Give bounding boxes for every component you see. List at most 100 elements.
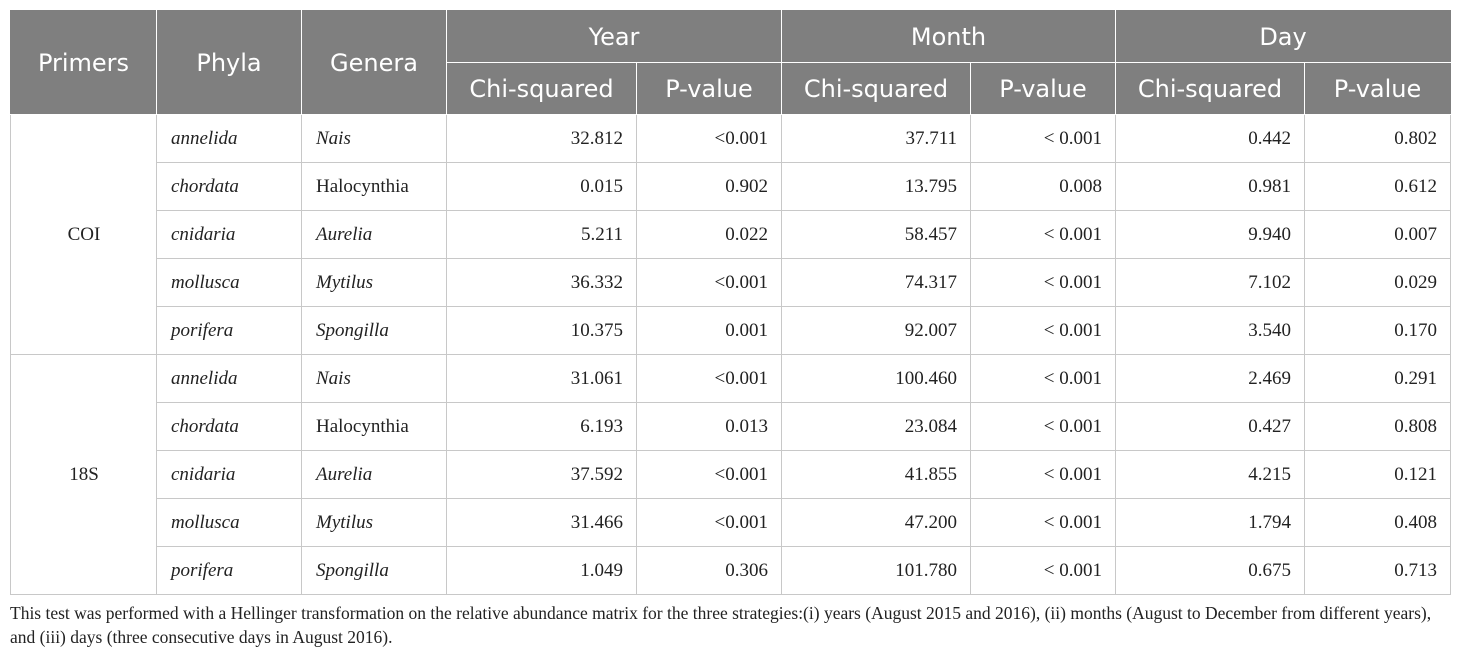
phylum-cell: chordata [156, 162, 302, 211]
day-p-value-cell: 0.170 [1304, 306, 1452, 355]
genus-cell: Nais [301, 354, 447, 403]
phylum-cell: porifera [156, 306, 302, 355]
table-row: chordata Halocynthia 0.015 0.902 13.795 0.008… [11, 162, 1452, 211]
day-p-value-cell: 0.007 [1304, 210, 1452, 259]
month-p-value-cell: < 0.001 [969, 546, 1117, 595]
day-chi-squared-cell: 0.675 [1115, 546, 1306, 595]
day-chi-squared-cell: 0.442 [1115, 114, 1306, 163]
year-p-value-cell: 0.306 [636, 546, 782, 595]
phylum-cell: cnidaria [156, 210, 302, 259]
day-chi-squared-cell: 0.981 [1115, 162, 1306, 211]
month-chi-squared-cell: 58.457 [781, 210, 971, 259]
table-header: Primers Phyla Genera Year Month Day Chi-… [10, 10, 1452, 115]
header-year-chi-squared: Chi-squared [446, 62, 637, 115]
month-p-value-cell: < 0.001 [969, 450, 1117, 499]
month-chi-squared-cell: 74.317 [781, 258, 971, 307]
genus-cell: Aurelia [301, 210, 447, 259]
day-chi-squared-cell: 0.427 [1115, 402, 1306, 451]
genus-cell: Halocynthia [301, 162, 447, 211]
table-row: chordata Halocynthia 6.193 0.013 23.084 < 0.0… [11, 402, 1452, 451]
year-p-value-cell: 0.022 [636, 210, 782, 259]
day-p-value-cell: 0.713 [1304, 546, 1452, 595]
header-day-chi-squared: Chi-squared [1115, 62, 1306, 115]
day-p-value-cell: 0.808 [1304, 402, 1452, 451]
table-container: Primers Phyla Genera Year Month Day Chi-… [10, 10, 1452, 649]
day-chi-squared-cell: 9.940 [1115, 210, 1306, 259]
day-chi-squared-cell: 3.540 [1115, 306, 1306, 355]
primer-cell: COI [10, 114, 157, 355]
year-chi-squared-cell: 6.193 [446, 402, 637, 451]
year-p-value-cell: <0.001 [636, 258, 782, 307]
year-p-value-cell: <0.001 [636, 498, 782, 547]
year-p-value-cell: 0.013 [636, 402, 782, 451]
phylum-cell: annelida [156, 114, 302, 163]
year-chi-squared-cell: 31.061 [446, 354, 637, 403]
year-chi-squared-cell: 1.049 [446, 546, 637, 595]
month-chi-squared-cell: 100.460 [781, 354, 971, 403]
header-month-p-value: P-value [969, 62, 1117, 115]
month-p-value-cell: 0.008 [969, 162, 1117, 211]
day-chi-squared-cell: 7.102 [1115, 258, 1306, 307]
table-row: porifera Spongilla 10.375 0.001 92.007 < 0.00… [11, 306, 1452, 355]
day-chi-squared-cell: 2.469 [1115, 354, 1306, 403]
table-footnote: This test was performed with a Hellinger… [10, 603, 1432, 647]
genus-cell: Aurelia [301, 450, 447, 499]
month-chi-squared-cell: 47.200 [781, 498, 971, 547]
header-day-p-value: P-value [1304, 62, 1452, 115]
phylum-cell: chordata [156, 402, 302, 451]
table-row: 18S annelida Nais 31.061 <0.001 100.460 < 0.00… [10, 354, 1452, 595]
header-genera: Genera [301, 10, 447, 115]
month-p-value-cell: < 0.001 [969, 498, 1117, 547]
month-p-value-cell: < 0.001 [969, 210, 1117, 259]
table-row: porifera Spongilla 1.049 0.306 101.780 < 0.00… [11, 546, 1452, 595]
month-chi-squared-cell: 41.855 [781, 450, 971, 499]
day-p-value-cell: 0.291 [1304, 354, 1452, 403]
header-year-p-value: P-value [636, 62, 782, 115]
table-row: mollusca Mytilus 36.332 <0.001 74.317 < 0.001… [11, 258, 1452, 307]
year-chi-squared-cell: 10.375 [446, 306, 637, 355]
month-p-value-cell: < 0.001 [969, 354, 1117, 403]
header-phyla: Phyla [156, 10, 302, 115]
month-chi-squared-cell: 92.007 [781, 306, 971, 355]
genus-cell: Nais [301, 114, 447, 163]
day-p-value-cell: 0.121 [1304, 450, 1452, 499]
table-row: COI annelida Nais 32.812 <0.001 37.711 < 0.001… [10, 114, 1452, 355]
phylum-cell: mollusca [156, 498, 302, 547]
month-p-value-cell: < 0.001 [969, 402, 1117, 451]
header-month: Month [780, 10, 1117, 63]
year-chi-squared-cell: 32.812 [446, 114, 637, 163]
month-chi-squared-cell: 37.711 [781, 114, 971, 163]
month-chi-squared-cell: 13.795 [781, 162, 971, 211]
genus-cell: Mytilus [301, 498, 447, 547]
year-p-value-cell: 0.902 [636, 162, 782, 211]
genus-cell: Spongilla [301, 306, 447, 355]
month-p-value-cell: < 0.001 [969, 114, 1117, 163]
month-chi-squared-cell: 23.084 [781, 402, 971, 451]
year-chi-squared-cell: 37.592 [446, 450, 637, 499]
year-p-value-cell: <0.001 [636, 354, 782, 403]
month-p-value-cell: < 0.001 [969, 306, 1117, 355]
genus-cell: Spongilla [301, 546, 447, 595]
table-row: cnidaria Aurelia 37.592 <0.001 41.855 < 0.001… [11, 450, 1452, 499]
month-p-value-cell: < 0.001 [969, 258, 1117, 307]
genus-cell: Mytilus [301, 258, 447, 307]
year-chi-squared-cell: 0.015 [446, 162, 637, 211]
statistics-table: Primers Phyla Genera Year Month Day Chi-… [10, 10, 1452, 595]
primer-cell: 18S [10, 354, 157, 595]
year-p-value-cell: <0.001 [636, 450, 782, 499]
day-chi-squared-cell: 4.215 [1115, 450, 1306, 499]
day-p-value-cell: 0.802 [1304, 114, 1452, 163]
day-chi-squared-cell: 1.794 [1115, 498, 1306, 547]
table-row: mollusca Mytilus 31.466 <0.001 47.200 < 0.001… [11, 498, 1452, 547]
day-p-value-cell: 0.029 [1304, 258, 1452, 307]
day-p-value-cell: 0.408 [1304, 498, 1452, 547]
phylum-cell: porifera [156, 546, 302, 595]
year-p-value-cell: <0.001 [636, 114, 782, 163]
header-day: Day [1115, 10, 1452, 63]
year-chi-squared-cell: 36.332 [446, 258, 637, 307]
year-chi-squared-cell: 31.466 [446, 498, 637, 547]
phylum-cell: cnidaria [156, 450, 302, 499]
day-p-value-cell: 0.612 [1304, 162, 1452, 211]
header-primers: Primers [10, 10, 157, 115]
year-p-value-cell: 0.001 [636, 306, 782, 355]
